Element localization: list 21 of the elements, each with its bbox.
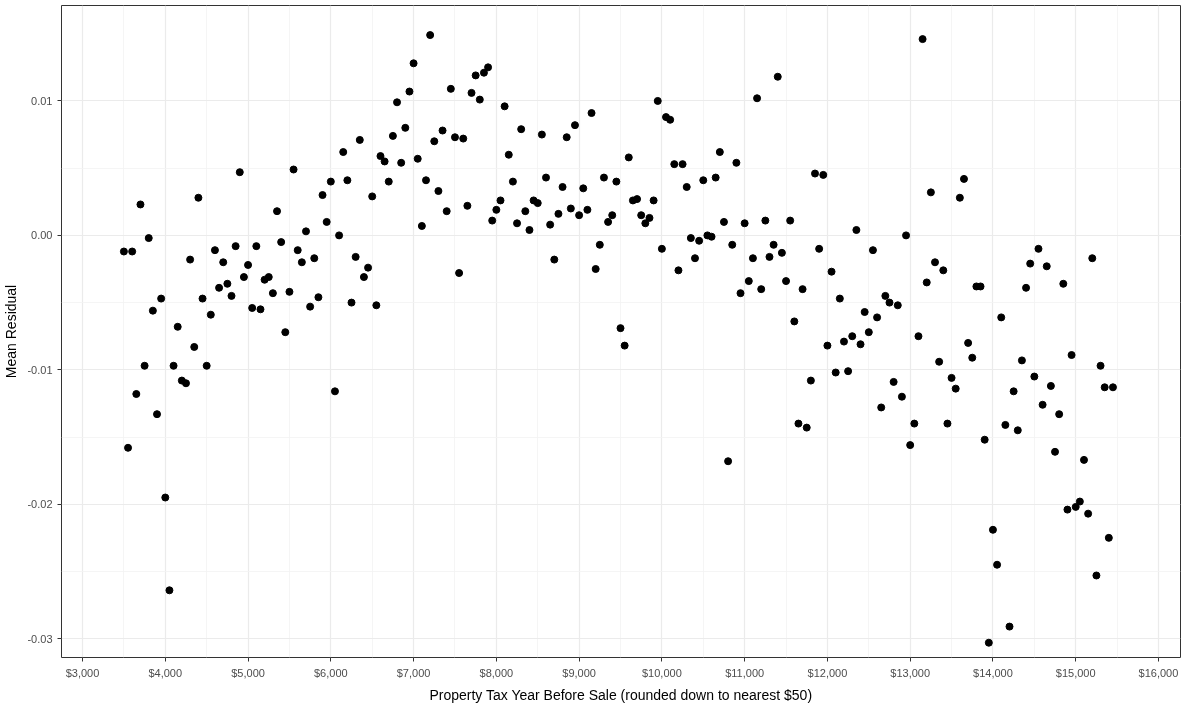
x-tick-label: $13,000 — [890, 666, 931, 679]
y-tick-label: -0.01 — [27, 363, 53, 376]
y-axis-title: Mean Residual — [3, 284, 20, 379]
x-tick-label: $12,000 — [807, 666, 848, 679]
y-tick-label: -0.03 — [27, 632, 53, 645]
x-tick-label: $6,000 — [314, 666, 348, 679]
x-tick-label: $9,000 — [562, 666, 596, 679]
x-axis-title: Property Tax Year Before Sale (rounded down to nearest $50) — [429, 686, 813, 703]
x-tick-label: $16,000 — [1138, 666, 1179, 679]
x-tick-label: $11,000 — [725, 666, 765, 679]
x-tick-label: $7,000 — [396, 666, 431, 679]
y-tick-label: 0.00 — [31, 229, 53, 242]
x-tick-label: $15,000 — [1055, 666, 1096, 679]
y-tick-label: -0.02 — [27, 498, 53, 511]
y-tick-label: 0.01 — [31, 94, 53, 107]
x-tick-label: $5,000 — [231, 666, 265, 679]
x-tick-label: $14,000 — [973, 666, 1013, 679]
x-tick-label: $4,000 — [148, 666, 183, 679]
x-tick-label: $3,000 — [65, 666, 100, 679]
x-tick-label: $8,000 — [479, 666, 514, 679]
x-tick-label: $10,000 — [642, 666, 682, 679]
